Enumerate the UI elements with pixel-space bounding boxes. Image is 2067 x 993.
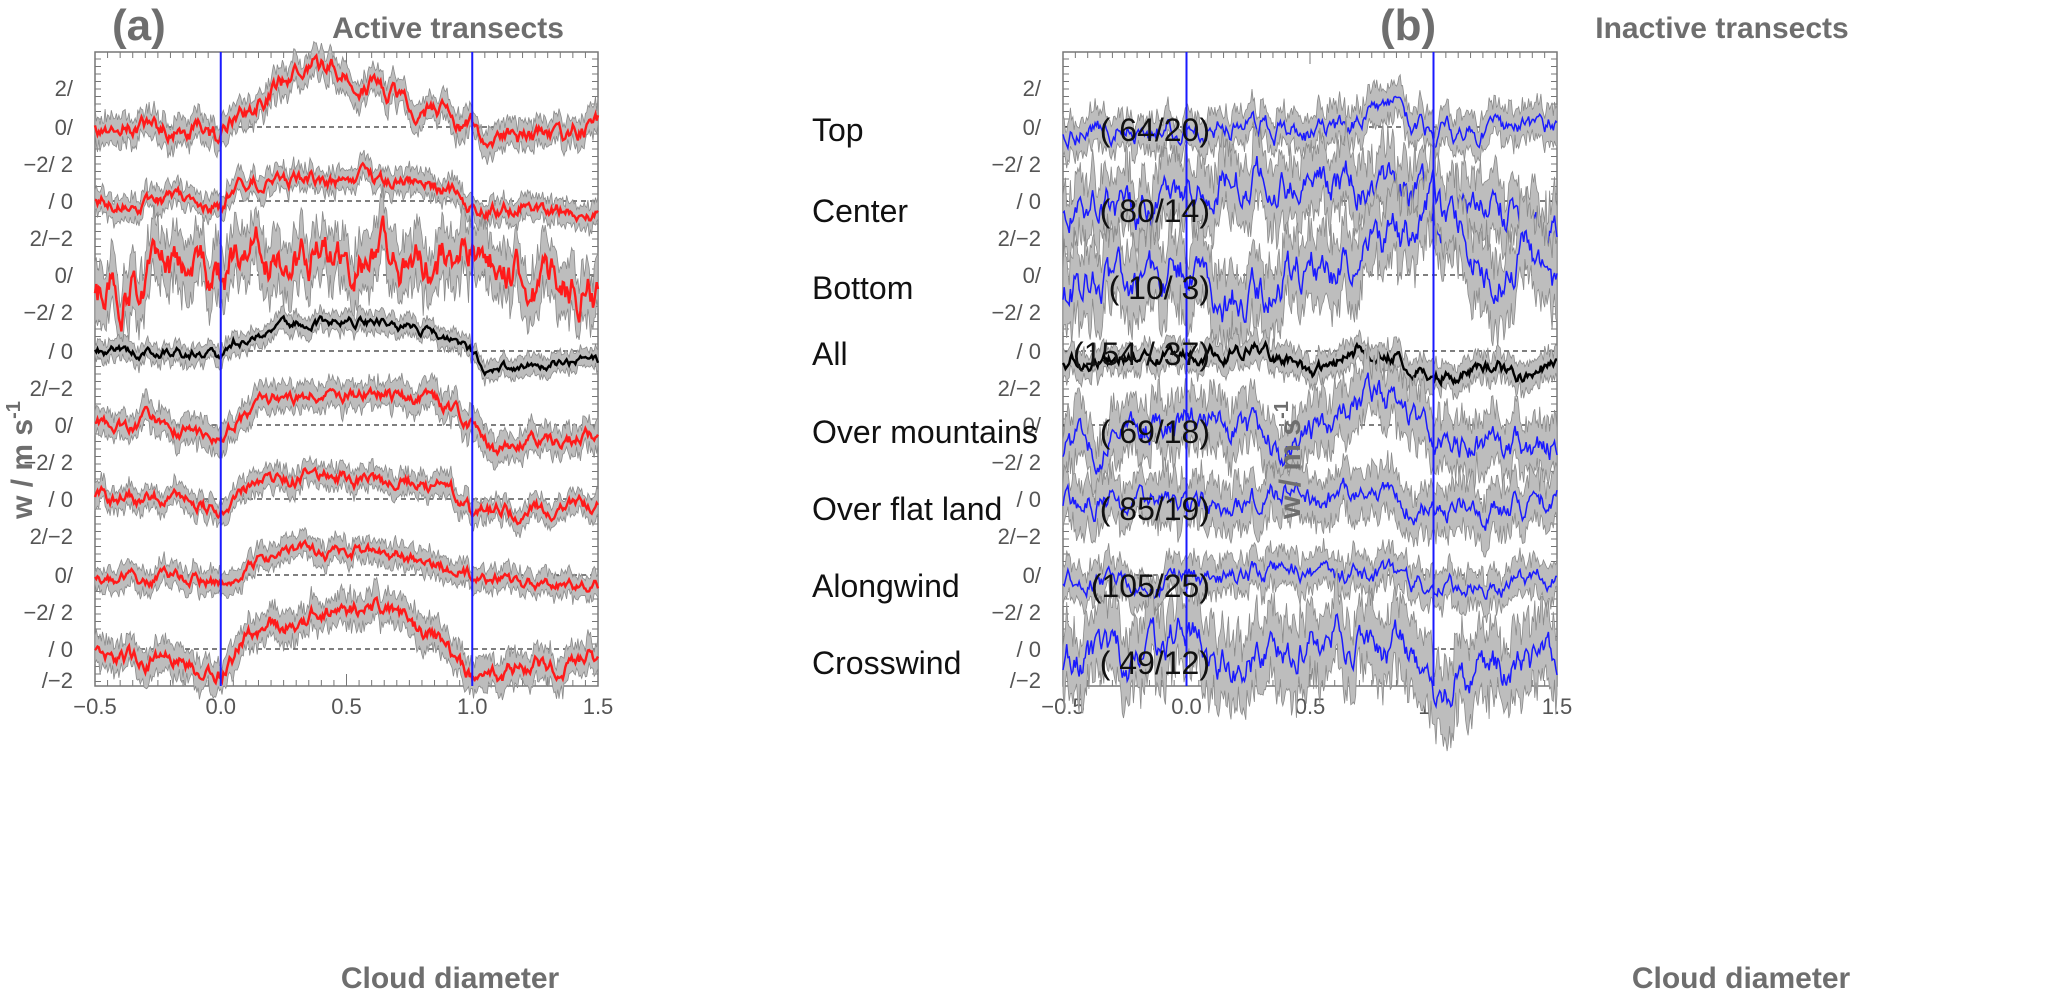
panel-a-title: Active transects bbox=[332, 12, 564, 45]
series-label: Over flat land bbox=[812, 491, 1002, 527]
series-count: (154 / 37) bbox=[1073, 336, 1210, 372]
y-tick-label: 2/−2 bbox=[30, 524, 73, 549]
y-tick-label: 0/ bbox=[1023, 115, 1042, 140]
y-tick-label: 2/−2 bbox=[30, 376, 73, 401]
plot-area-inactive: −0.50.00.51.01.52/0/−2/ 2/ 02/−20/−2/ 2/… bbox=[991, 51, 1572, 752]
series-line-over-mountains bbox=[94, 385, 600, 457]
series-count: ( 64/20) bbox=[1100, 112, 1210, 148]
panel-b-title: Inactive transects bbox=[1595, 12, 1848, 45]
y-tick-label: 0/ bbox=[1023, 563, 1042, 588]
panel-a-letter: (a) bbox=[112, 1, 166, 50]
series-count: ( 85/19) bbox=[1100, 491, 1210, 527]
y-tick-label: 2/ bbox=[1023, 76, 1042, 101]
y-tick-label: / 0 bbox=[49, 637, 73, 662]
x-axis-title-b: Cloud diameter bbox=[1632, 962, 1851, 993]
y-tick-label: / 0 bbox=[1017, 637, 1041, 662]
series-line-over-mountains bbox=[1062, 372, 1558, 475]
y-tick-label: 2/−2 bbox=[998, 226, 1041, 251]
x-tick-label: 0.0 bbox=[205, 694, 236, 719]
y-tick-label: / 0 bbox=[49, 339, 73, 364]
y-tick-label: / 0 bbox=[1017, 189, 1041, 214]
y-tick-label: 2/−2 bbox=[998, 524, 1041, 549]
y-tick-label: 2/ bbox=[55, 76, 74, 101]
plot-area-active: −0.5 0.0 0.5 1.0 1.5 2/0/ −2/ 2 / 0 2/−2 0/ −2/ 2 /… bbox=[23, 40, 614, 719]
series-label: Over mountains bbox=[812, 414, 1038, 450]
series-count: ( 10/ 3) bbox=[1109, 270, 1210, 306]
series-line-alongwind bbox=[94, 538, 600, 593]
series-line-top bbox=[93, 53, 600, 150]
y-axis-title-a: w / m s-1 bbox=[3, 401, 39, 520]
series-line-all bbox=[1061, 339, 1557, 388]
y-tick-label: 0/ bbox=[55, 563, 74, 588]
series-labels-column: Top ( 64/20) Center ( 80/14) Bottom ( 10/ 3) A… bbox=[812, 112, 1210, 681]
y-tick-label: 0/ bbox=[55, 263, 74, 288]
y-tick-label: −2/ 2 bbox=[23, 600, 73, 625]
y-tick-label: 0/ bbox=[55, 115, 74, 140]
y-tick-label: −2/ 2 bbox=[23, 152, 73, 177]
series-label: Center bbox=[812, 193, 908, 229]
y-tick-label: −2/ 2 bbox=[991, 300, 1041, 325]
series-line-bottom bbox=[1062, 167, 1558, 323]
y-tick-label: 2/−2 bbox=[30, 226, 73, 251]
y-tick-label: −2/ 2 bbox=[991, 152, 1041, 177]
series-line-crosswind bbox=[1062, 612, 1558, 710]
uncertainty-band-over-mountains bbox=[94, 371, 599, 471]
series-line-alongwind bbox=[1062, 558, 1558, 600]
y-tick-label: −2/ 2 bbox=[23, 300, 73, 325]
series-line-center bbox=[1062, 156, 1558, 249]
series-label: Crosswind bbox=[812, 645, 961, 681]
series-label: All bbox=[812, 336, 848, 372]
series-line-over-flat-land bbox=[93, 466, 600, 526]
series-line-bottom bbox=[93, 215, 600, 332]
y-tick-label: / 0 bbox=[49, 189, 73, 214]
y-tick-label: /−2 bbox=[1010, 668, 1041, 693]
series-line-over-flat-land bbox=[1062, 477, 1558, 531]
series-count: (105/25) bbox=[1091, 568, 1210, 604]
series-label: Bottom bbox=[812, 270, 913, 306]
x-tick-label: −0.5 bbox=[73, 694, 116, 719]
y-tick-label: 0/ bbox=[1023, 263, 1042, 288]
y-tick-label: 2/−2 bbox=[998, 376, 1041, 401]
x-tick-label: 1.0 bbox=[457, 694, 488, 719]
series-count: ( 80/14) bbox=[1100, 193, 1210, 229]
y-axis-title-b: w / m s-1 bbox=[1271, 401, 1307, 520]
panel-b-letter: (b) bbox=[1380, 1, 1436, 50]
x-tick-label: 0.5 bbox=[331, 694, 362, 719]
series-count: ( 69/18) bbox=[1100, 414, 1210, 450]
y-tick-label: −2/ 2 bbox=[23, 450, 73, 475]
uncertainty-band-bottom bbox=[1062, 142, 1558, 369]
x-tick-label: 0.5 bbox=[1295, 694, 1326, 719]
y-tick-label: /−2 bbox=[42, 668, 73, 693]
series-label: Top bbox=[812, 112, 864, 148]
y-tick-label: / 0 bbox=[49, 487, 73, 512]
y-tick-label: −2/ 2 bbox=[991, 450, 1041, 475]
y-tick-label: −2/ 2 bbox=[991, 600, 1041, 625]
y-tick-label: 0/ bbox=[1023, 413, 1042, 438]
series-count: ( 49/12) bbox=[1100, 645, 1210, 681]
y-tick-label: 0/ bbox=[55, 413, 74, 438]
y-tick-label: / 0 bbox=[1017, 339, 1041, 364]
series-line-all bbox=[93, 314, 600, 377]
series-line-top bbox=[1062, 95, 1558, 151]
x-axis-title-a: Cloud diameter bbox=[341, 962, 560, 993]
series-line-crosswind bbox=[94, 595, 600, 686]
series-line-center bbox=[94, 161, 599, 224]
uncertainty-band-alongwind bbox=[94, 526, 599, 605]
x-tick-label: 1.5 bbox=[583, 694, 614, 719]
y-tick-label: / 0 bbox=[1017, 487, 1041, 512]
x-tick-label: 0.0 bbox=[1171, 694, 1202, 719]
series-label: Alongwind bbox=[812, 568, 960, 604]
